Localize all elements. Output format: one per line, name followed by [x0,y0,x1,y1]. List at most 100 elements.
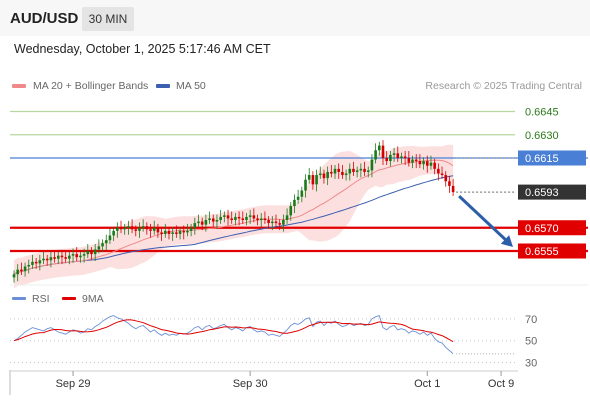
candle-body [403,156,407,158]
rsi-ma-line [13,319,454,343]
candle-body [352,168,355,172]
candle-body [31,261,34,265]
candle-body [381,145,385,158]
candle-body [378,145,381,151]
candle-body [267,220,270,224]
candle-body [186,230,189,233]
candle-body [200,221,204,225]
ma20-legend-swatch [12,84,26,88]
level-label: 0.6630 [525,130,559,142]
candle-body [278,223,281,225]
candle-body [145,226,149,230]
candle-body [245,216,248,220]
candle-body [234,216,237,220]
candle-body [79,255,82,258]
candle-body [189,227,193,231]
candle-body [429,162,433,166]
x-tick-label: Sep 30 [233,378,268,390]
candle-body [16,269,19,275]
candle-body [389,154,392,162]
candle-body [348,168,352,174]
candle-body [392,153,396,155]
candle-body [64,257,67,259]
candle-body [289,206,293,216]
candle-body [219,216,222,220]
candle-body [344,173,348,176]
candle-body [274,221,278,224]
candle-body [215,220,219,222]
rsi-legend-swatch [12,297,26,300]
candle-body [82,254,86,256]
candle-body [34,261,38,264]
candle-body [20,269,23,272]
level-label-box [518,184,586,200]
rsi-tick-label: 30 [525,358,537,370]
candle-body [60,255,64,258]
rsi-ma-legend-swatch [62,297,76,300]
rsi-tick-label: 50 [525,336,537,348]
candle-body [252,215,256,219]
candle-body [134,229,138,231]
candle-body [271,221,274,224]
rsi-line [13,315,454,355]
candle-body [93,249,97,255]
candle-body [204,220,208,225]
timestamp: Wednesday, October 1, 2025 5:17:46 AM CE… [14,42,271,56]
candle-body [178,230,182,234]
ma50-line [13,175,454,275]
candle-body [333,168,337,174]
rsi-legend-label: RSI [32,293,50,305]
candle-body [75,254,79,258]
candle-body [12,274,16,278]
candle-body [38,260,42,264]
candle-body [359,168,363,171]
candle-body [138,227,141,231]
candle-body [370,159,374,171]
candle-body [175,232,178,234]
x-tick-label: Oct 9 [488,378,514,390]
ma20-legend-label: MA 20 + Bollinger Bands [33,80,149,92]
candle-body [160,232,163,234]
level-label: 0.6615 [525,153,559,165]
candle-body [45,258,49,261]
candle-body [293,199,296,207]
candle-body [197,221,200,224]
candle-body [116,227,119,231]
candle-body [97,246,101,250]
candle-body [171,232,174,234]
level-label: 0.6570 [525,223,559,235]
candle-body [444,175,448,182]
candle-body [407,158,411,163]
instrument-pair: AUD/USD [10,10,79,27]
candle-body [318,173,322,176]
timeframe-button[interactable]: 30 MIN [82,7,134,31]
candle-body [56,255,60,259]
candle-body [248,215,252,217]
candle-body [226,215,230,219]
rsi-ma-legend-label: 9MA [82,293,104,305]
candle-body [42,258,45,261]
candle-body [366,170,370,172]
candle-body [86,251,90,255]
candle-body [374,150,377,160]
candle-body [119,227,123,230]
candle-body [71,254,75,256]
forecast-arrow-head [500,235,513,247]
candle-body [167,230,171,234]
candle-body [414,159,418,162]
candle-body [163,230,167,234]
candle-body [230,218,234,220]
candle-body [285,215,289,220]
candle-body [237,216,241,219]
forecast-arrow-shaft [458,195,510,244]
candle-body [296,196,300,200]
candle-body [104,240,108,244]
candle-body [425,161,429,166]
candle-body [304,179,307,191]
level-label: 0.6593 [525,187,559,199]
candle-body [193,223,197,228]
level-label-box [518,150,586,166]
candle-body [149,229,152,231]
candle-body [223,215,226,217]
level-label: 0.6645 [525,107,559,119]
